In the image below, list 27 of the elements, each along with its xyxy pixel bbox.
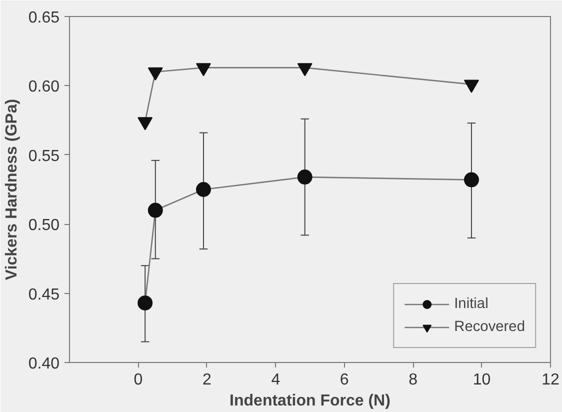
point <box>148 67 163 80</box>
point <box>138 296 153 310</box>
y-axis-title: Vickers Hardness (GPa) <box>3 98 20 280</box>
x-tick-label: 12 <box>542 372 560 388</box>
point <box>196 63 211 76</box>
legend-label: Initial <box>454 296 488 312</box>
point <box>196 182 211 197</box>
point <box>464 172 479 188</box>
legend-label: Recovered <box>454 319 525 335</box>
y-tick-label: 0.45 <box>28 286 60 304</box>
point <box>464 80 479 93</box>
x-tick-label: 0 <box>134 372 143 388</box>
x-axis-title: Indentation Force (N) <box>230 392 390 410</box>
point <box>297 63 312 76</box>
x-tick-label: 4 <box>271 372 280 388</box>
y-tick-label: 0.60 <box>28 78 60 96</box>
y-tick-label: 0.50 <box>28 217 60 234</box>
x-tick-label: 6 <box>340 372 349 388</box>
x-tick-label: 10 <box>472 372 491 388</box>
point <box>138 117 153 130</box>
point <box>297 170 312 185</box>
y-tick-label: 0.40 <box>28 356 60 372</box>
y-tick-label: 0.65 <box>28 10 60 26</box>
point <box>148 202 163 218</box>
y-tick-label: 0.55 <box>28 148 60 165</box>
x-tick-label: 2 <box>202 372 212 388</box>
x-tick-label: 8 <box>408 372 418 388</box>
